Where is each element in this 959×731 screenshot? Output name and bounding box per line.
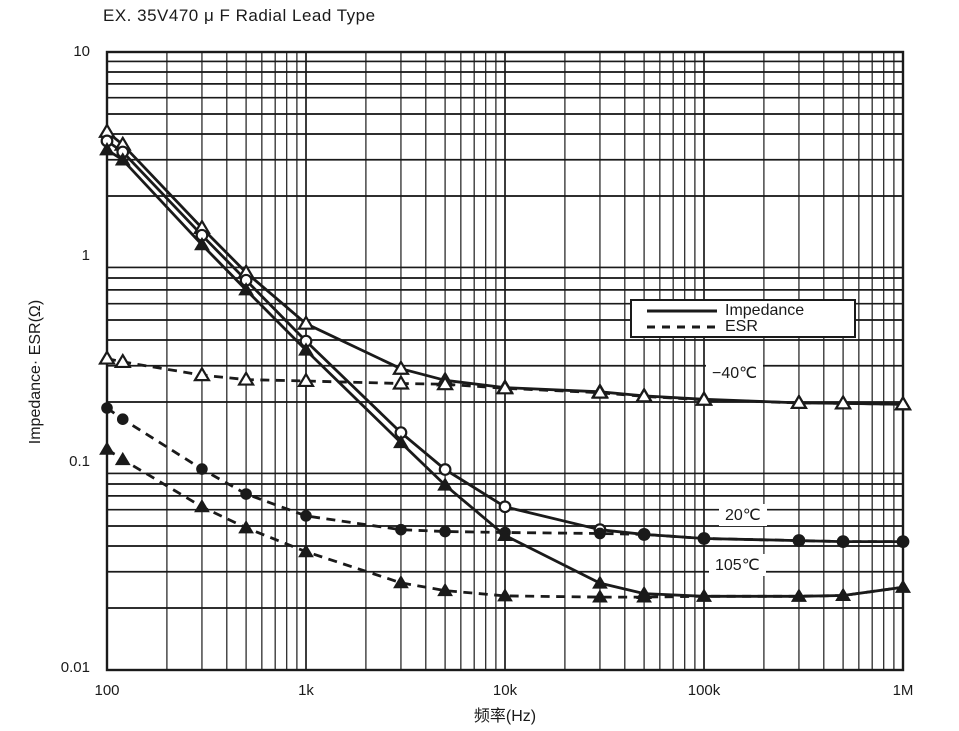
triangle-filled-marker — [592, 589, 608, 603]
circle-filled-marker — [240, 488, 252, 500]
triangle-filled-marker — [393, 434, 409, 449]
dashed-line-icon — [647, 325, 717, 329]
triangle-filled-marker — [636, 589, 652, 603]
y-tick-10: 10 — [73, 43, 90, 60]
triangle-filled-marker — [238, 520, 254, 534]
triangle-filled-marker — [99, 142, 115, 156]
series-markers-5 — [99, 441, 911, 603]
series-markers-1 — [98, 349, 912, 411]
x-tick-1k: 1k — [298, 682, 314, 699]
triangle-open-marker — [695, 390, 713, 406]
circle-filled-marker — [196, 463, 208, 475]
triangle-open-marker — [591, 383, 609, 399]
triangle-filled-marker — [791, 588, 807, 602]
triangle-open-marker — [193, 366, 211, 382]
legend-esr-label: ESR — [725, 318, 758, 335]
triangle-open-marker — [635, 387, 654, 403]
circle-filled-marker — [101, 402, 113, 414]
triangle-filled-marker — [437, 582, 453, 597]
triangle-filled-marker — [497, 588, 513, 602]
triangle-filled-marker — [592, 575, 608, 589]
y-tick-1: 1 — [81, 247, 90, 264]
circle-filled-marker — [638, 528, 650, 541]
circle-filled-marker — [439, 525, 451, 538]
x-tick-100k: 100k — [687, 682, 721, 699]
triangle-filled-marker — [696, 588, 712, 602]
x-axis-title: 频率(Hz) — [473, 708, 537, 725]
triangle-open-marker — [98, 349, 116, 365]
triangle-open-marker — [496, 379, 514, 395]
grid — [106, 51, 904, 671]
circle-open-marker — [498, 500, 512, 514]
x-tick-1M: 1M — [892, 682, 914, 699]
circle-filled-marker — [395, 523, 407, 536]
triangle-open-marker — [392, 374, 410, 390]
triangle-filled-marker — [298, 543, 314, 558]
triangle-filled-marker — [835, 587, 851, 601]
circle-filled-marker — [837, 535, 849, 548]
circle-filled-marker — [897, 535, 909, 548]
circle-filled-marker — [116, 413, 129, 425]
circle-filled-marker — [594, 527, 606, 540]
triangle-open-marker — [392, 359, 410, 375]
triangle-open-marker — [436, 375, 455, 391]
circle-open-marker — [438, 463, 452, 476]
triangle-open-marker — [237, 370, 256, 386]
triangle-filled-marker — [393, 575, 409, 589]
chart-title: EX. 35V470 μ F Radial Lead Type — [103, 6, 376, 25]
y-tick-0p1: 0.1 — [69, 453, 90, 470]
triangle-open-marker — [834, 394, 853, 410]
solid-line-icon — [647, 309, 717, 313]
triangle-filled-marker — [99, 441, 115, 455]
triangle-filled-marker — [298, 342, 314, 356]
triangle-open-marker — [297, 372, 315, 388]
x-tick-100: 100 — [94, 682, 120, 699]
legend-impedance-label: Impedance — [725, 302, 805, 319]
x-tick-10k: 10k — [492, 682, 518, 699]
y-tick-0p01: 0.01 — [60, 659, 90, 676]
legend-item-impedance: Impedance — [646, 302, 804, 320]
triangle-open-marker — [790, 393, 808, 409]
triangle-filled-marker — [238, 282, 254, 296]
circle-filled-marker — [793, 534, 805, 547]
circle-filled-marker — [698, 532, 710, 545]
curve-label-105: 105℃ — [709, 554, 766, 576]
triangle-filled-marker — [194, 236, 210, 251]
triangle-filled-marker — [114, 152, 131, 166]
triangle-open-marker — [297, 314, 315, 330]
series-line-4-impedance — [106, 148, 904, 598]
triangle-open-marker — [894, 395, 912, 411]
legend-item-esr: ESR — [646, 318, 758, 336]
triangle-filled-marker — [895, 579, 911, 593]
triangle-filled-marker — [497, 527, 513, 541]
curve-label-20: 20℃ — [719, 504, 767, 526]
triangle-filled-marker — [194, 498, 210, 513]
triangle-filled-marker — [114, 451, 131, 466]
triangle-filled-marker — [437, 477, 453, 491]
triangle-open-marker — [113, 352, 132, 369]
series-line-3-esr — [106, 406, 903, 543]
circle-filled-marker — [300, 510, 312, 522]
legend: Impedance ESR — [630, 299, 856, 338]
curve-label-minus40: −40℃ — [706, 362, 764, 384]
series-line-0-impedance — [106, 130, 904, 406]
